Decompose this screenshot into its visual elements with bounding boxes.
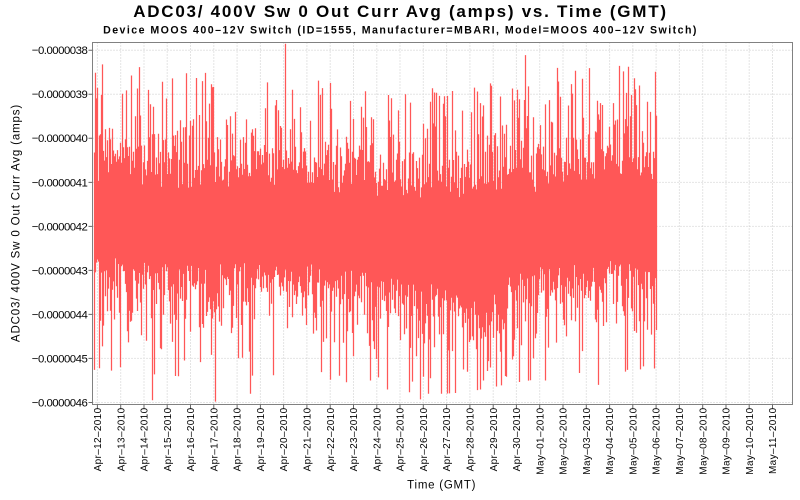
- svg-text:ADC03/ 400V Sw 0 Out Curr Avg: ADC03/ 400V Sw 0 Out Curr Avg (amps): [11, 104, 23, 342]
- svg-text:−0.0000041: −0.0000041: [32, 177, 88, 189]
- svg-text:May–08–2010: May–08–2010: [698, 407, 709, 474]
- svg-text:Apr–19–2010: Apr–19–2010: [256, 407, 267, 471]
- svg-text:−0.0000042: −0.0000042: [32, 221, 88, 233]
- svg-text:May–05–2010: May–05–2010: [628, 407, 639, 474]
- svg-text:−0.0000044: −0.0000044: [32, 309, 88, 321]
- svg-text:Apr–16–2010: Apr–16–2010: [186, 407, 197, 471]
- svg-text:May–07–2010: May–07–2010: [675, 407, 686, 474]
- svg-text:Apr–20–2010: Apr–20–2010: [279, 407, 290, 471]
- svg-text:May–04–2010: May–04–2010: [605, 407, 616, 474]
- svg-text:−0.0000040: −0.0000040: [32, 133, 88, 145]
- svg-text:Apr–17–2010: Apr–17–2010: [209, 407, 220, 471]
- svg-text:May–03–2010: May–03–2010: [582, 407, 593, 474]
- svg-text:Apr–30–2010: Apr–30–2010: [512, 407, 523, 471]
- svg-text:May–11–2010: May–11–2010: [768, 407, 779, 474]
- svg-text:Apr–28–2010: Apr–28–2010: [466, 407, 477, 471]
- svg-text:Apr–15–2010: Apr–15–2010: [163, 407, 174, 471]
- svg-text:May–09–2010: May–09–2010: [722, 407, 733, 474]
- svg-text:Device MOOS 400–12V Switch (ID: Device MOOS 400–12V Switch (ID=1555, Man…: [103, 24, 698, 36]
- svg-text:Apr–13–2010: Apr–13–2010: [116, 407, 127, 471]
- svg-text:−0.0000046: −0.0000046: [32, 397, 88, 409]
- svg-text:Apr–29–2010: Apr–29–2010: [489, 407, 500, 471]
- svg-text:ADC03/ 400V Sw 0 Out Curr Avg: ADC03/ 400V Sw 0 Out Curr Avg (amps) vs.…: [133, 2, 668, 21]
- svg-text:Apr–14–2010: Apr–14–2010: [140, 407, 151, 471]
- svg-text:May–02–2010: May–02–2010: [559, 407, 570, 474]
- svg-text:Apr–25–2010: Apr–25–2010: [396, 407, 407, 471]
- svg-text:−0.0000039: −0.0000039: [32, 89, 88, 101]
- svg-text:Apr–23–2010: Apr–23–2010: [349, 407, 360, 471]
- svg-text:Apr–27–2010: Apr–27–2010: [442, 407, 453, 471]
- svg-text:Apr–22–2010: Apr–22–2010: [326, 407, 337, 471]
- svg-text:−0.0000043: −0.0000043: [32, 265, 88, 277]
- svg-text:May–10–2010: May–10–2010: [745, 407, 756, 474]
- svg-text:May–01–2010: May–01–2010: [535, 407, 546, 474]
- svg-text:−0.0000045: −0.0000045: [32, 353, 88, 365]
- svg-text:Apr–24–2010: Apr–24–2010: [372, 407, 383, 471]
- svg-text:Apr–12–2010: Apr–12–2010: [93, 407, 104, 471]
- svg-text:Apr–26–2010: Apr–26–2010: [419, 407, 430, 471]
- svg-text:Apr–18–2010: Apr–18–2010: [233, 407, 244, 471]
- svg-text:Time (GMT): Time (GMT): [407, 479, 476, 491]
- svg-text:−0.0000038: −0.0000038: [32, 45, 88, 57]
- svg-text:May–06–2010: May–06–2010: [652, 407, 663, 474]
- svg-text:Apr–21–2010: Apr–21–2010: [303, 407, 314, 471]
